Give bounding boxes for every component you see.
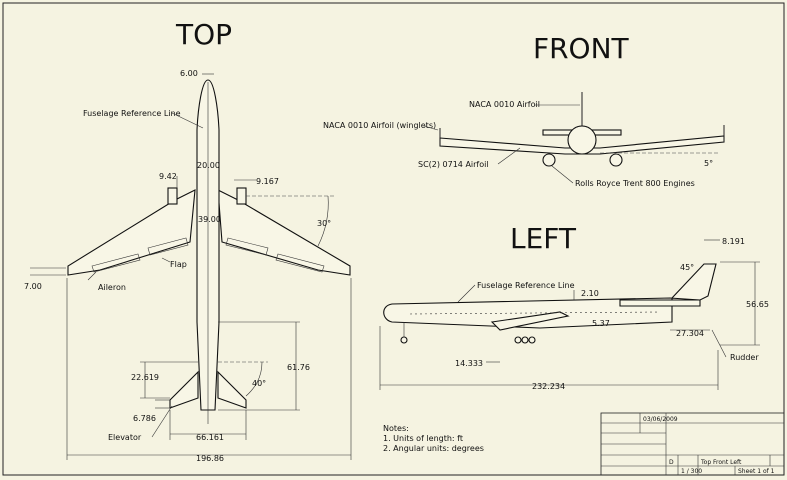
wing-airfoil-label: SC(2) 0714 Airfoil [418,160,489,169]
left-view-title: LEFT [510,222,577,255]
side-fuselage-ref-label: Fuselage Reference Line [477,281,575,290]
elevator-leader [151,405,173,438]
gear-2 [521,336,529,344]
left-view: Fuselage Reference Line 8.191 45° 2.10 5… [379,237,769,391]
sweep-angle-dim: 30° [317,219,331,228]
nose-width-dim: 6.00 [180,69,198,78]
tb-sheet: Sheet 1 of 1 [738,468,775,475]
right-engine [236,187,247,205]
aileron-leader [87,271,97,281]
dihedral-dim: 5° [704,159,713,168]
front-fuselage [567,125,597,155]
left-engine-front [542,153,556,167]
elevator-label: Elevator [108,433,142,442]
winglet-leader [423,125,439,131]
wing-root-chord-dim: 39.00 [198,215,221,224]
right-h-tail [217,370,247,409]
wing-airfoil-leader [497,147,521,165]
title-block: 03/06/2009 D Top Front Left 1 / 300 Shee… [600,412,785,476]
tip-offset-dim: 7.00 [24,282,42,291]
front-view-title: FRONT [533,32,630,65]
fin-top-dim: 8.191 [722,237,745,246]
tb-title: Top Front Left [700,459,742,466]
tail-sweep-arc [245,361,263,397]
left-h-tail [169,370,199,409]
wing-offset-dim: 5.37 [592,319,610,328]
engine-offset-a-dim: 9.42 [159,172,177,181]
left-flap [147,237,189,256]
engines-label: Rolls Royce Trent 800 Engines [575,179,695,188]
side-fuselage [383,263,717,329]
side-wing [490,311,570,331]
gear-3 [528,336,536,344]
tail-offset-dim: 27.304 [676,329,704,338]
tail-sweep-dim: 40° [252,379,266,388]
tb-scale: 1 / 300 [681,468,702,475]
notes-heading: Notes: [383,424,409,433]
flap-leader [161,257,171,263]
top-view-title: TOP [175,18,232,51]
engine-offset-b-dim: 9.167 [256,177,279,186]
right-engine-front [609,153,623,167]
rudder-label: Rudder [730,353,759,362]
flap-label: Flap [170,260,187,269]
aileron-label: Aileron [98,283,126,292]
front-view: 5° NACA 0010 Airfoil NACA 0010 Airfoil (… [323,92,725,188]
rudder-leader [711,329,727,358]
tail-chord-dim: 6.786 [133,414,156,423]
top-view: 6.00 Fuselage Reference Line 20.00 9.42 … [24,69,352,463]
nose-gear [400,336,408,344]
left-aileron [91,253,141,273]
winglet-airfoil-label: NACA 0010 Airfoil (winglets) [323,121,436,130]
notes-line-2: 2. Angular units: degrees [383,444,484,453]
height-dim: 56.65 [746,300,769,309]
side-fuselage-ref-leader [457,284,476,303]
tail-airfoil-label: NACA 0010 Airfoil [469,100,540,109]
window-line [409,311,661,315]
sweep-arc [317,195,329,247]
engines-leader [551,165,574,184]
tb-size: D [669,459,674,466]
gear-1 [514,336,522,344]
fin-sweep-dim: 45° [680,263,694,272]
tail-x-dim: 22.619 [131,373,159,382]
wingspan-dim: 196.86 [196,454,224,463]
notes: Notes: 1. Units of length: ft 2. Angular… [383,424,484,453]
side-h-tail [619,299,701,307]
right-flap [225,237,269,256]
wing-height-dim: 2.10 [581,289,599,298]
left-engine [167,187,178,205]
fuselage-ref-leader [171,112,204,129]
right-aileron [275,253,325,273]
tail-length-dim: 61.76 [287,363,310,372]
gear-pos-dim: 14.333 [455,359,483,368]
tail-span-dim: 66.161 [196,433,224,442]
fuselage-width-dim: 20.00 [197,161,220,170]
tb-date: 03/06/2009 [643,416,678,423]
notes-line-1: 1. Units of length: ft [383,434,463,443]
fuselage-ref-label: Fuselage Reference Line [83,109,181,118]
length-dim: 232.234 [532,382,565,391]
